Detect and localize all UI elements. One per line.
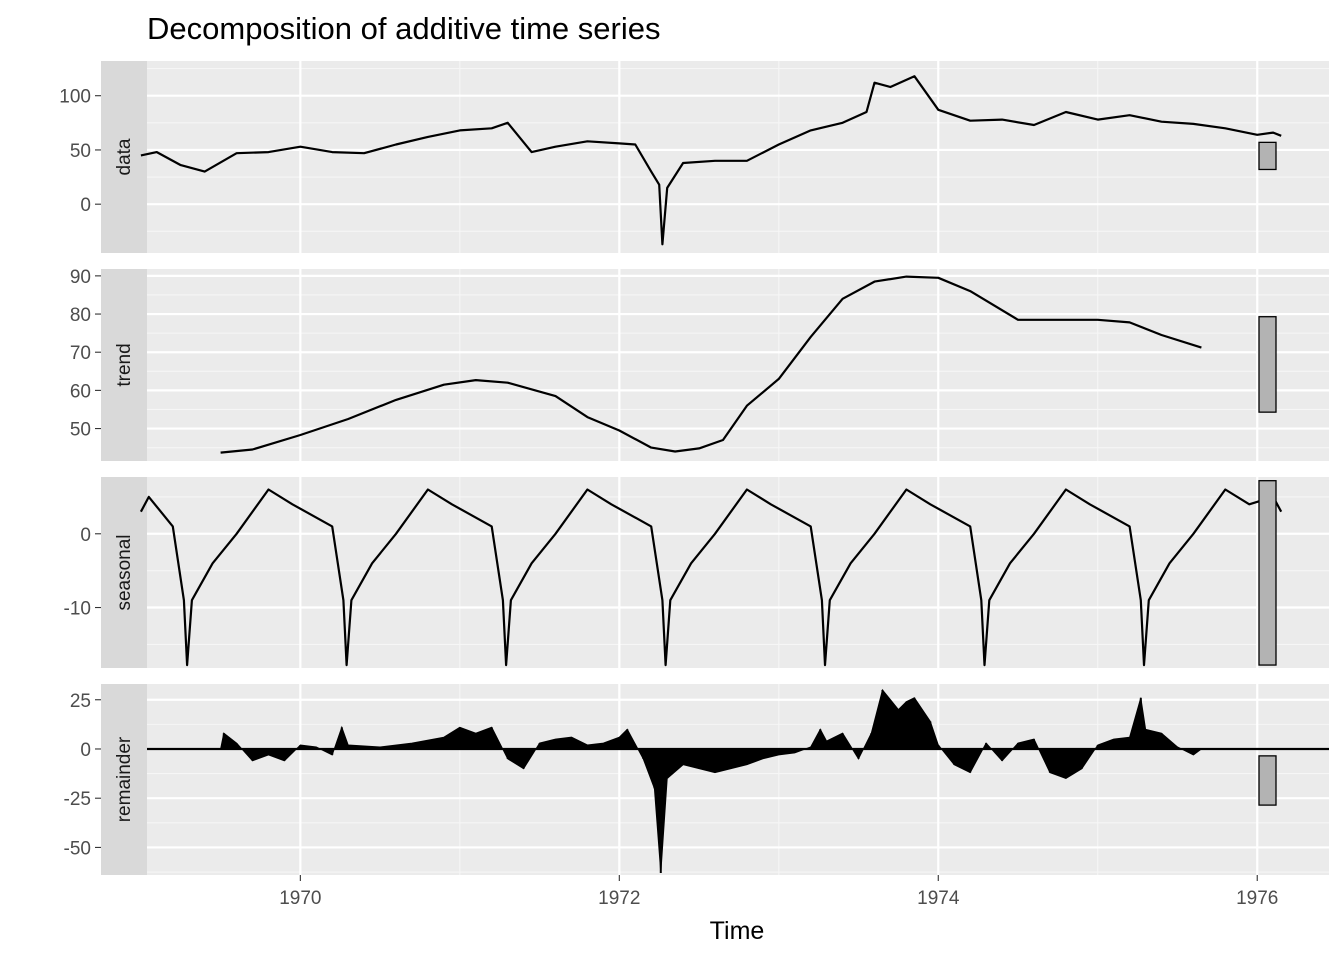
y-tick-label: -10 [64,599,91,620]
panel-data: data 0 50 100 [59,61,1329,253]
panel-background [101,269,1329,461]
y-tick-label: 80 [70,305,91,326]
y-tick-label: 0 [80,740,91,761]
y-tick-label: -25 [64,789,91,810]
remainder-area [219,688,1203,874]
y-tick-label: 25 [70,691,91,712]
facet-label-seasonal: seasonal [114,534,135,610]
facet-strip [101,684,147,875]
panels: data050100trend5060708090seasonal-100rem… [59,61,1329,875]
y-tick-label: 100 [59,87,91,108]
scale-bar [1258,316,1277,413]
x-tick-label: 1970 [279,888,321,909]
x-tick-label: 1976 [1236,888,1278,909]
chart-title: Decomposition of additive time series [147,11,660,46]
x-axis-title: Time [710,917,765,945]
scale-bar [1258,480,1277,666]
panel-remainder: remainder -50 -25 0 25 [64,684,1329,875]
facet-strip [101,477,147,668]
scale-bar [1258,141,1277,171]
panel-background [101,477,1329,668]
panel-background [101,61,1329,253]
panel-background [101,684,1329,875]
facet-label-data: data [114,138,135,175]
panel-seasonal: seasonal -10 0 [64,477,1329,668]
scale-bar [1258,755,1277,806]
y-tick-label: 50 [70,420,91,441]
facet-label-remainder: remainder [114,736,135,822]
facet-strip [101,61,147,253]
y-tick-label: 50 [70,141,91,162]
series-line-data [140,75,1282,246]
x-tick-label: 1974 [917,888,960,909]
facet-strip [101,269,147,461]
y-tick-label: 90 [70,267,91,288]
y-tick-label: 70 [70,343,91,364]
y-tick-label: 0 [80,195,91,216]
y-tick-label: 60 [70,381,91,402]
panel-trend: trend 50 60 70 80 90 [70,267,1329,461]
series-line-seasonal [139,488,1283,667]
facet-label-trend: trend [114,343,135,386]
y-tick-label: -50 [64,838,91,859]
x-tick-label: 1972 [598,888,640,909]
y-tick-label: 0 [80,525,91,546]
series-line-trend [220,275,1202,454]
x-axis: 1970 1972 1974 1976 [279,875,1278,909]
